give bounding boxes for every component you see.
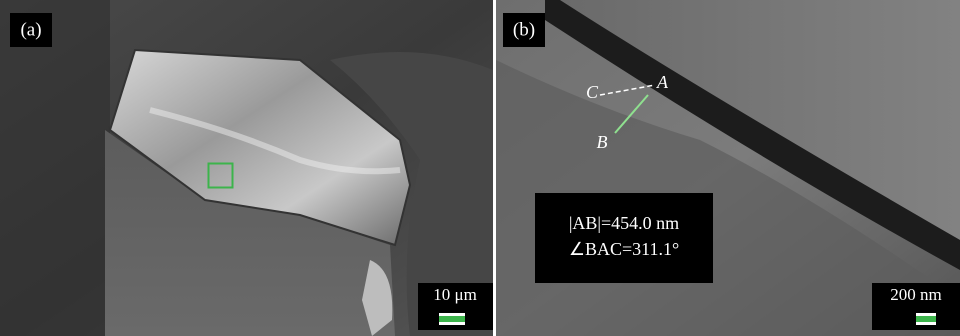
scale-bar <box>916 316 936 322</box>
scale-bar-label: 10 μm <box>433 285 477 304</box>
panel-a: (a) 10 μm <box>0 0 493 336</box>
point-label: A <box>656 72 669 92</box>
panel-label: (b) <box>513 19 535 40</box>
figure: (a) 10 μm A B C (b) |AB|=454.0 nm ∠BAC=3… <box>0 0 960 336</box>
point-label: B <box>597 132 608 152</box>
measurement-text: |AB|=454.0 nm <box>569 213 679 233</box>
scale-bar-label: 200 nm <box>890 285 941 304</box>
measurement-text: ∠BAC=311.1° <box>569 239 679 259</box>
panel-b: A B C (b) |AB|=454.0 nm ∠BAC=311.1° 200 … <box>496 0 960 336</box>
measurement-box <box>535 193 713 283</box>
panel-label: (a) <box>20 19 41 40</box>
shadow <box>0 0 110 336</box>
point-label: C <box>586 82 599 102</box>
scale-bar <box>439 316 465 322</box>
